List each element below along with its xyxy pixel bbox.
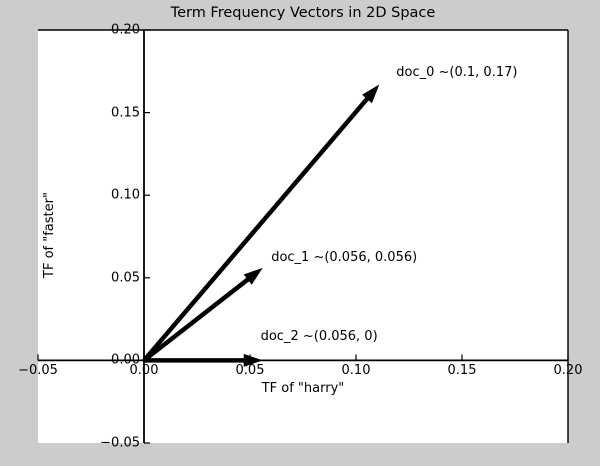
x-tick-label: 0.15 bbox=[447, 363, 477, 379]
y-tick-label: 0.05 bbox=[111, 270, 140, 286]
y-tick-label: 0.15 bbox=[111, 105, 140, 121]
y-tick-label: −0.05 bbox=[100, 435, 140, 451]
x-tick-label: 0.05 bbox=[235, 363, 265, 379]
vector-annotation-doc_2: doc_2 ~(0.056, 0) bbox=[260, 329, 378, 345]
vector-annotation-doc_0: doc_0 ~(0.1, 0.17) bbox=[396, 64, 518, 80]
x-tick-label: 0.00 bbox=[129, 363, 159, 379]
chart-title: Term Frequency Vectors in 2D Space bbox=[170, 5, 436, 21]
x-tick-label: 0.10 bbox=[341, 363, 371, 379]
y-tick-label: 0.10 bbox=[111, 187, 140, 203]
x-tick-label: 0.20 bbox=[553, 363, 583, 379]
x-tick-label: −0.05 bbox=[18, 363, 58, 379]
vector-annotation-doc_1: doc_1 ~(0.056, 0.056) bbox=[271, 249, 418, 265]
y-axis-label: TF of "faster" bbox=[42, 192, 57, 278]
x-axis-label: TF of "harry" bbox=[261, 381, 345, 396]
y-tick-label: 0.20 bbox=[111, 22, 140, 38]
y-tick-label: 0.00 bbox=[111, 352, 140, 368]
